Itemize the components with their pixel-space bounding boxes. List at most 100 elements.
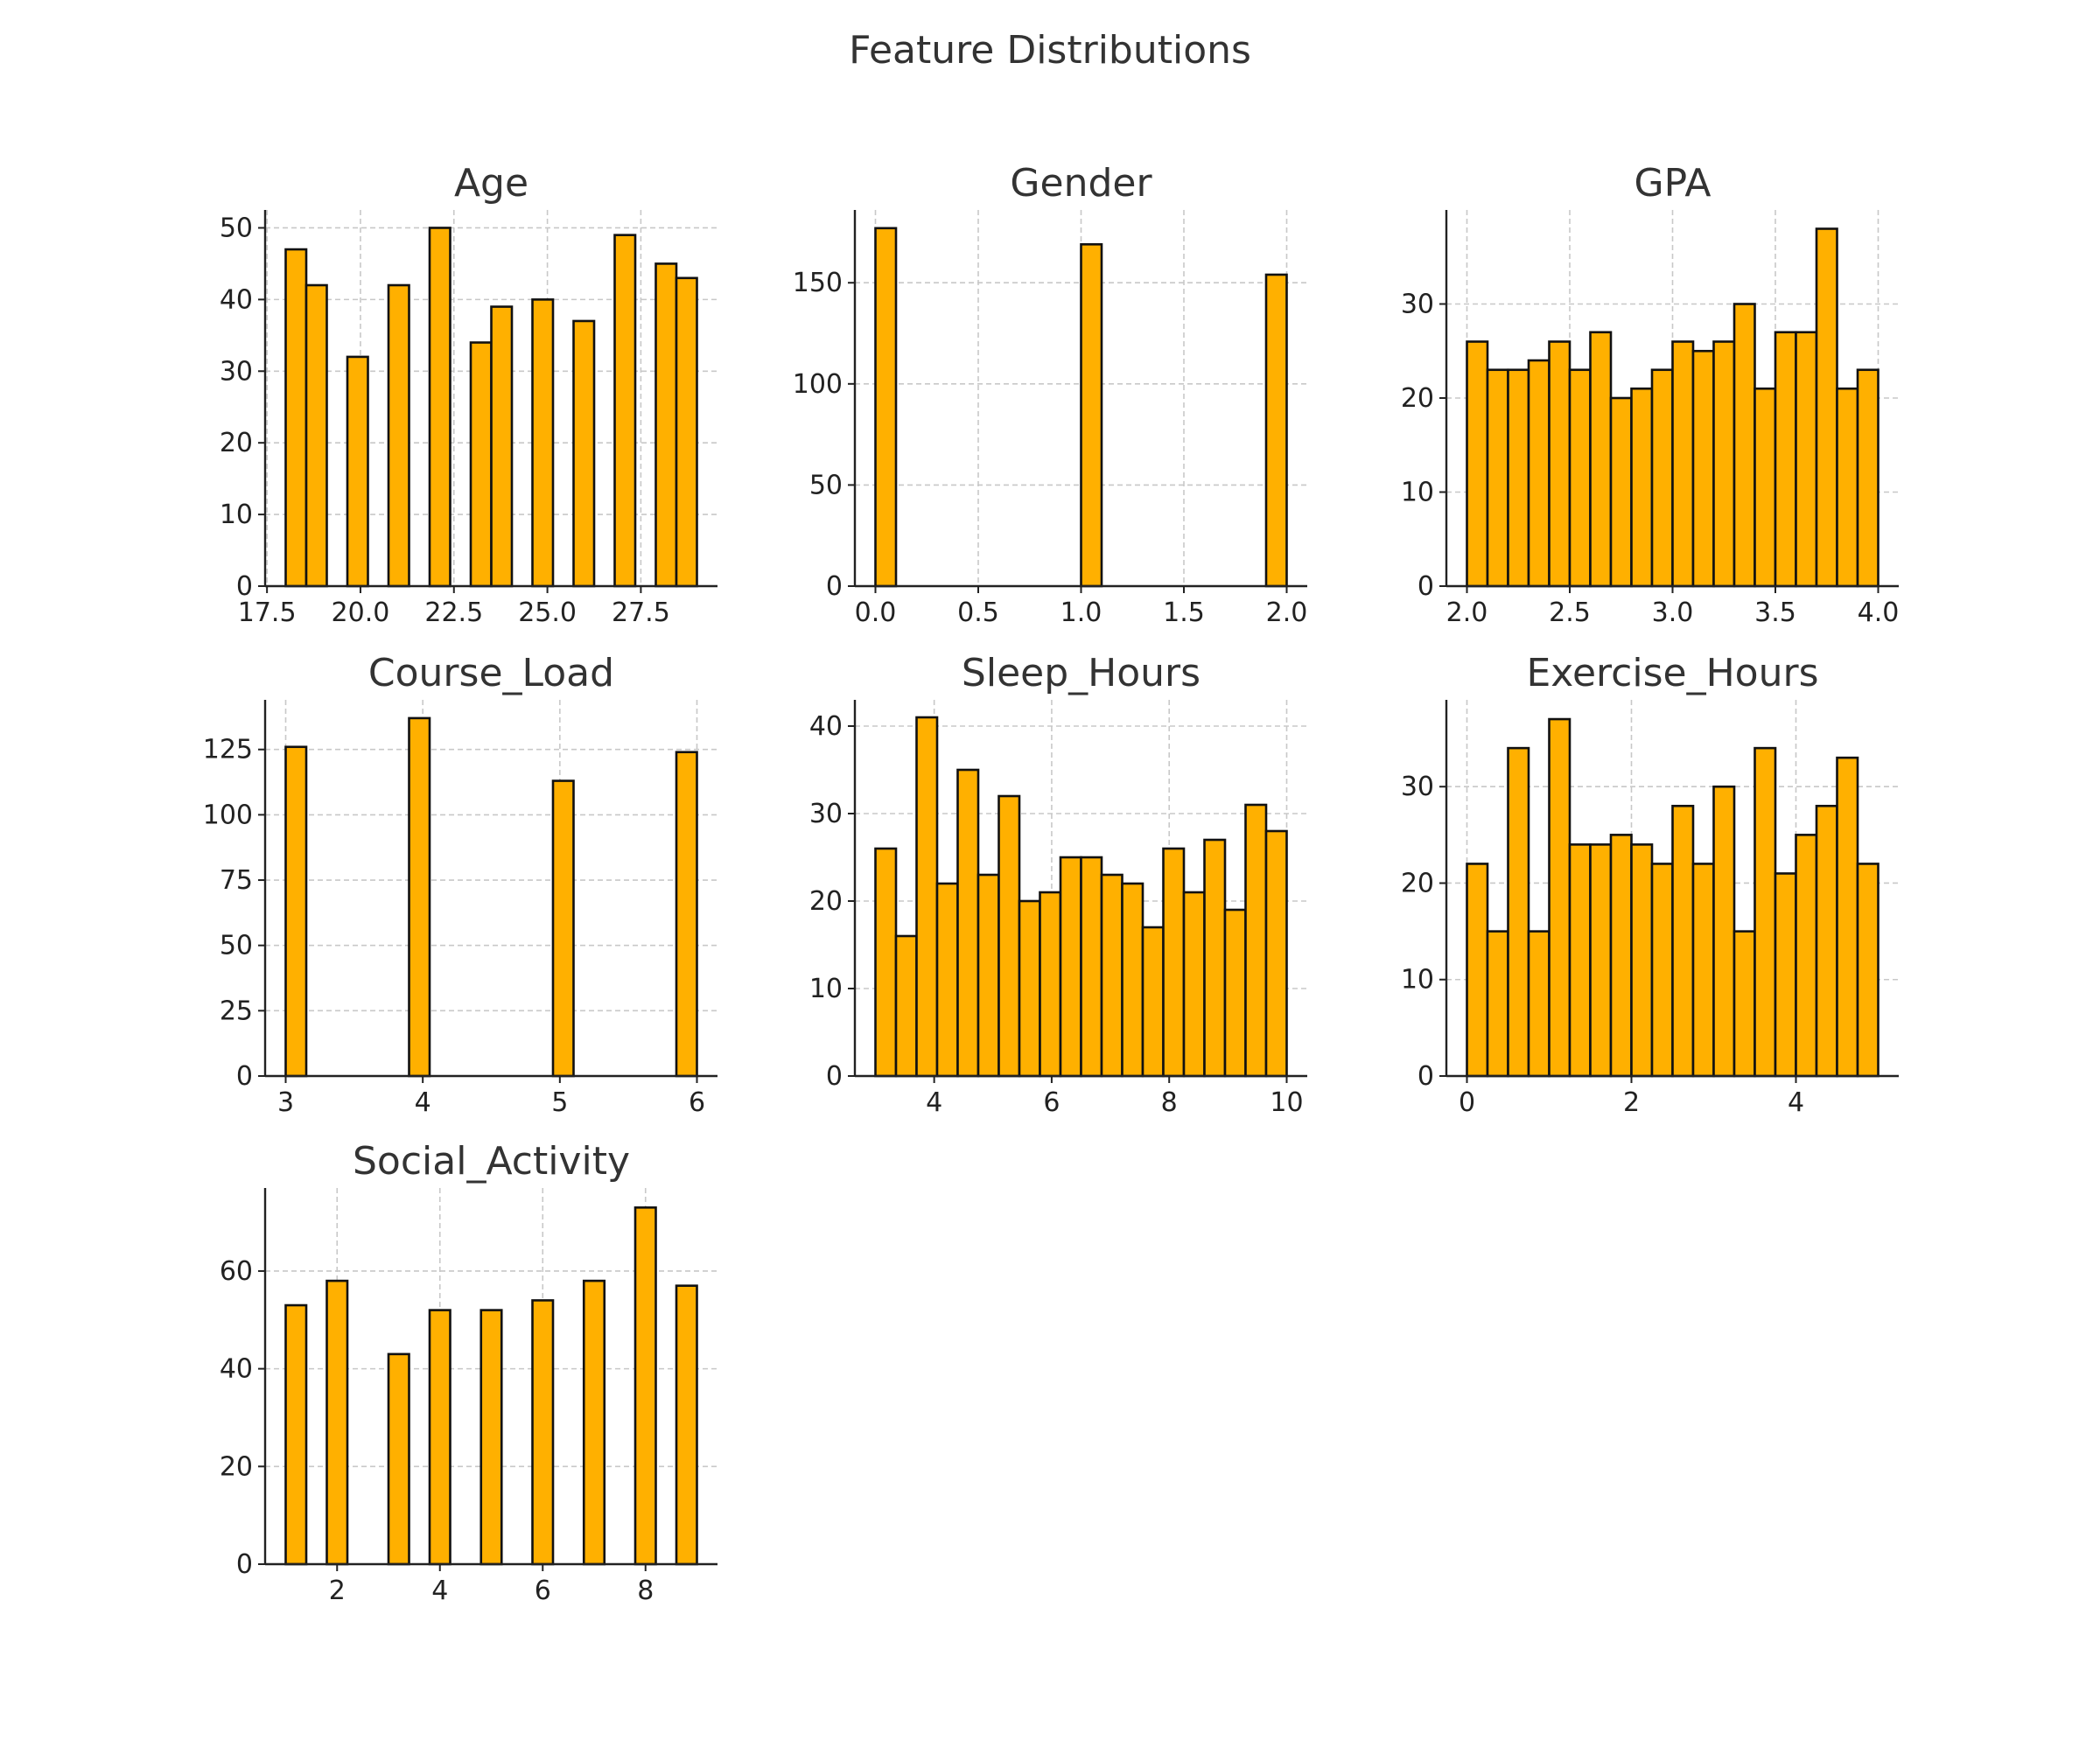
histogram-bar xyxy=(874,227,898,588)
x-tick-label: 2.0 xyxy=(1266,597,1308,628)
histogram-bar xyxy=(675,1284,698,1566)
histogram-bar xyxy=(1203,838,1227,1078)
y-tick-label: 40 xyxy=(220,284,253,315)
subplot-title: Exercise_Hours xyxy=(1527,651,1819,695)
x-tick-label: 1.0 xyxy=(1060,597,1102,628)
histogram-bar xyxy=(1466,863,1489,1078)
x-tick-label: 0.0 xyxy=(855,597,897,628)
subplot-title: Sleep_Hours xyxy=(962,651,1200,695)
histogram-bar xyxy=(1774,331,1797,588)
figure-title: Feature Distributions xyxy=(849,28,1251,73)
x-tick-label: 2.5 xyxy=(1549,597,1591,628)
x-tick-label: 20.0 xyxy=(332,597,390,628)
x-tick-label: 3 xyxy=(277,1087,294,1118)
y-tick-label: 10 xyxy=(220,500,253,530)
histogram-bar xyxy=(531,298,555,588)
histogram-bar xyxy=(428,1309,452,1566)
histogram-bar xyxy=(1100,873,1124,1078)
subplot-title: Course_Load xyxy=(368,651,614,695)
y-tick-label: 0 xyxy=(1418,1061,1434,1092)
x-tick-label: 5 xyxy=(551,1087,568,1118)
y-tick-label: 40 xyxy=(220,1354,253,1385)
subplot-title: GPA xyxy=(1634,161,1712,206)
histogram-bar xyxy=(1182,891,1206,1078)
histogram-bar xyxy=(1264,829,1288,1078)
histogram-bar xyxy=(572,319,596,588)
histogram-bar xyxy=(1691,863,1715,1078)
histogram-bar xyxy=(1507,368,1530,588)
x-tick-label: 8 xyxy=(637,1576,654,1606)
histogram-bar xyxy=(654,262,678,588)
y-tick-label: 30 xyxy=(1401,772,1434,802)
histogram-bar xyxy=(1856,863,1880,1078)
x-tick-label: 4 xyxy=(415,1087,431,1118)
subplot-title: Age xyxy=(454,161,528,206)
histogram-bar xyxy=(1609,396,1633,588)
x-tick-label: 0.5 xyxy=(957,597,999,628)
x-tick-label: 0 xyxy=(1459,1087,1475,1118)
histogram-bar xyxy=(915,716,939,1078)
y-tick-label: 75 xyxy=(220,865,253,896)
y-tick-label: 10 xyxy=(809,974,843,1004)
y-tick-label: 125 xyxy=(203,735,253,765)
x-tick-label: 4 xyxy=(1788,1087,1804,1118)
histogram-bar xyxy=(1039,891,1062,1078)
x-tick-label: 6 xyxy=(535,1576,551,1606)
x-tick-label: 6 xyxy=(1043,1087,1060,1118)
histogram-bar xyxy=(634,1206,657,1566)
histogram-bar xyxy=(894,934,918,1078)
x-tick-label: 3.5 xyxy=(1754,597,1796,628)
subplot-sleep-hours: Sleep_Hours 4 6 8 10 0 10 20 30 40 xyxy=(809,651,1307,1118)
histogram-bar xyxy=(469,341,493,588)
y-tick-label: 25 xyxy=(220,996,253,1026)
histogram-bar xyxy=(998,794,1021,1078)
histogram-bar xyxy=(1712,785,1736,1078)
histogram-bar xyxy=(1630,387,1654,588)
histogram-bar xyxy=(1609,834,1633,1078)
histogram-bar xyxy=(956,768,980,1078)
histogram-bar xyxy=(675,751,698,1078)
histogram-bar xyxy=(284,1303,308,1566)
x-tick-label: 17.5 xyxy=(238,597,297,628)
histogram-bar xyxy=(408,716,431,1078)
histogram-bar xyxy=(284,248,308,588)
x-tick-label: 2 xyxy=(329,1576,346,1606)
y-tick-label: 0 xyxy=(236,571,253,602)
histogram-bar xyxy=(1836,756,1859,1078)
histogram-bar xyxy=(1732,930,1756,1078)
histogram-bar xyxy=(1795,834,1818,1078)
histogram-bar xyxy=(1080,856,1103,1078)
histogram-bar xyxy=(582,1279,606,1566)
y-tick-label: 150 xyxy=(793,268,843,298)
y-tick-label: 60 xyxy=(220,1256,253,1287)
subplot-title: Gender xyxy=(1010,161,1152,206)
histogram-bar xyxy=(1712,340,1736,588)
y-tick-label: 0 xyxy=(236,1061,253,1092)
histogram-bar xyxy=(1527,930,1550,1078)
y-tick-label: 10 xyxy=(1401,965,1434,996)
y-tick-label: 0 xyxy=(826,1061,843,1092)
y-tick-label: 10 xyxy=(1401,478,1434,508)
y-tick-label: 20 xyxy=(1401,868,1434,898)
histogram-bar xyxy=(1264,273,1288,588)
x-tick-label: 2 xyxy=(1623,1087,1640,1118)
histogram-bar xyxy=(1815,804,1838,1078)
histogram-bar xyxy=(428,227,452,588)
histogram-bar xyxy=(387,1352,410,1566)
subplot-course-load: Course_Load 3 4 5 6 0 25 50 75 100 125 xyxy=(203,651,718,1118)
x-tick-label: 2.0 xyxy=(1446,597,1488,628)
histogram-bar xyxy=(304,283,328,588)
y-tick-label: 50 xyxy=(220,931,253,961)
histogram-bar xyxy=(1732,303,1756,588)
histogram-bar xyxy=(935,882,959,1078)
subplot-age: Age 17.5 20.0 22.5 25.0 27.5 0 10 20 30 40 50 xyxy=(220,161,718,628)
histogram-bar xyxy=(1466,340,1489,588)
histogram-bar xyxy=(1754,746,1777,1078)
histogram-bar xyxy=(1548,340,1572,588)
x-tick-label: 8 xyxy=(1161,1087,1178,1118)
subplot-exercise-hours: Exercise_Hours 0 2 4 0 10 20 30 xyxy=(1401,651,1899,1118)
histogram-bar xyxy=(1671,340,1695,588)
